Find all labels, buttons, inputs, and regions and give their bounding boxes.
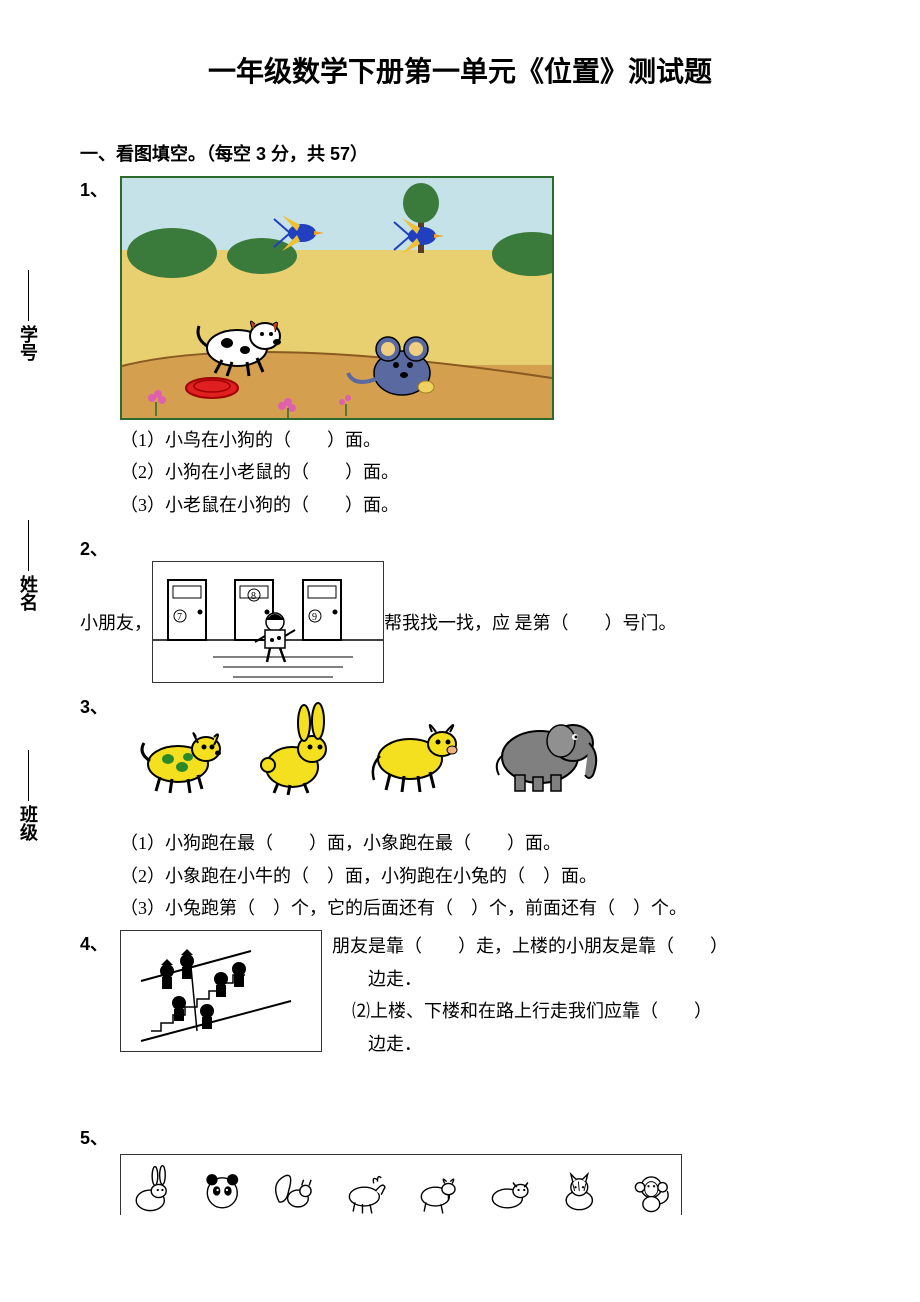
side-label-xuehao-text: 学号 — [15, 325, 41, 361]
question-5: 5、 — [80, 1124, 840, 1150]
q3-number: 3、 — [80, 693, 120, 719]
q3-line1: （1）小狗跑在最（ ）面，小象跑在最（ ）面。 — [80, 827, 840, 859]
q1-number: 1、 — [80, 176, 120, 202]
q1-line2: （2）小狗在小老鼠的（ ）面。 — [80, 456, 840, 488]
q4-line1b: 边走． — [332, 963, 840, 995]
q3-line2: （2）小象跑在小牛的（ ）面，小狗跑在小兔的（ ）面。 — [80, 860, 840, 892]
cow-icon — [360, 704, 465, 799]
q1-line1: （1）小鸟在小狗的（ ）面。 — [80, 424, 840, 456]
side-label-strip: 学号 姓名 班级 — [15, 230, 55, 930]
q4-number: 4、 — [80, 930, 120, 956]
q3-line3: （3）小兔跑第（ ）个，它的后面还有（ ）个，前面还有（ ）个。 — [80, 892, 840, 924]
q2-pre-text: 小朋友， — [80, 609, 152, 635]
page-title: 一年级数学下册第一单元《位置》测试题 — [80, 50, 840, 90]
svg-text:7: 7 — [177, 612, 182, 623]
q4-scene-image — [120, 930, 322, 1052]
q2-post-text: 帮我找一找，应 是第（ ）号门。 — [384, 609, 677, 635]
q2-scene-image: 7 8 9 — [152, 561, 384, 683]
side-label-xingming-text: 姓名 — [15, 575, 41, 611]
elephant-icon — [485, 699, 605, 799]
q4-line2b: 边走． — [332, 1028, 840, 1060]
svg-text:8: 8 — [251, 591, 256, 602]
q1-line3: （3）小老鼠在小狗的（ ）面。 — [80, 489, 840, 521]
question-2: 2、 小朋友， 7 8 9 — [80, 535, 840, 683]
question-3: 3、 — [80, 693, 840, 805]
side-label-xuehao: 学号 — [15, 270, 41, 361]
rabbit-icon — [250, 699, 340, 799]
question-1: 1、 — [80, 176, 840, 420]
svg-text:9: 9 — [312, 612, 317, 623]
question-4: 4、 — [80, 930, 840, 1060]
q2-number: 2、 — [80, 535, 120, 561]
side-label-banji: 班级 — [15, 750, 41, 841]
q5-scene-image — [80, 1154, 840, 1215]
q4-line2a: ⑵上楼、下楼和在路上行走我们应靠（ ） — [332, 995, 840, 1027]
q3-animals-image — [120, 693, 840, 805]
q5-number: 5、 — [80, 1124, 120, 1150]
dog-icon — [130, 709, 230, 799]
q1-scene-image — [120, 176, 554, 420]
side-label-banji-text: 班级 — [15, 805, 41, 841]
q4-line1a: 朋友是靠（ ）走，上楼的小朋友是靠（ ） — [332, 930, 840, 962]
section-1-header: 一、看图填空。（每空 3 分，共 57） — [80, 140, 840, 166]
side-label-xingming: 姓名 — [15, 520, 41, 611]
